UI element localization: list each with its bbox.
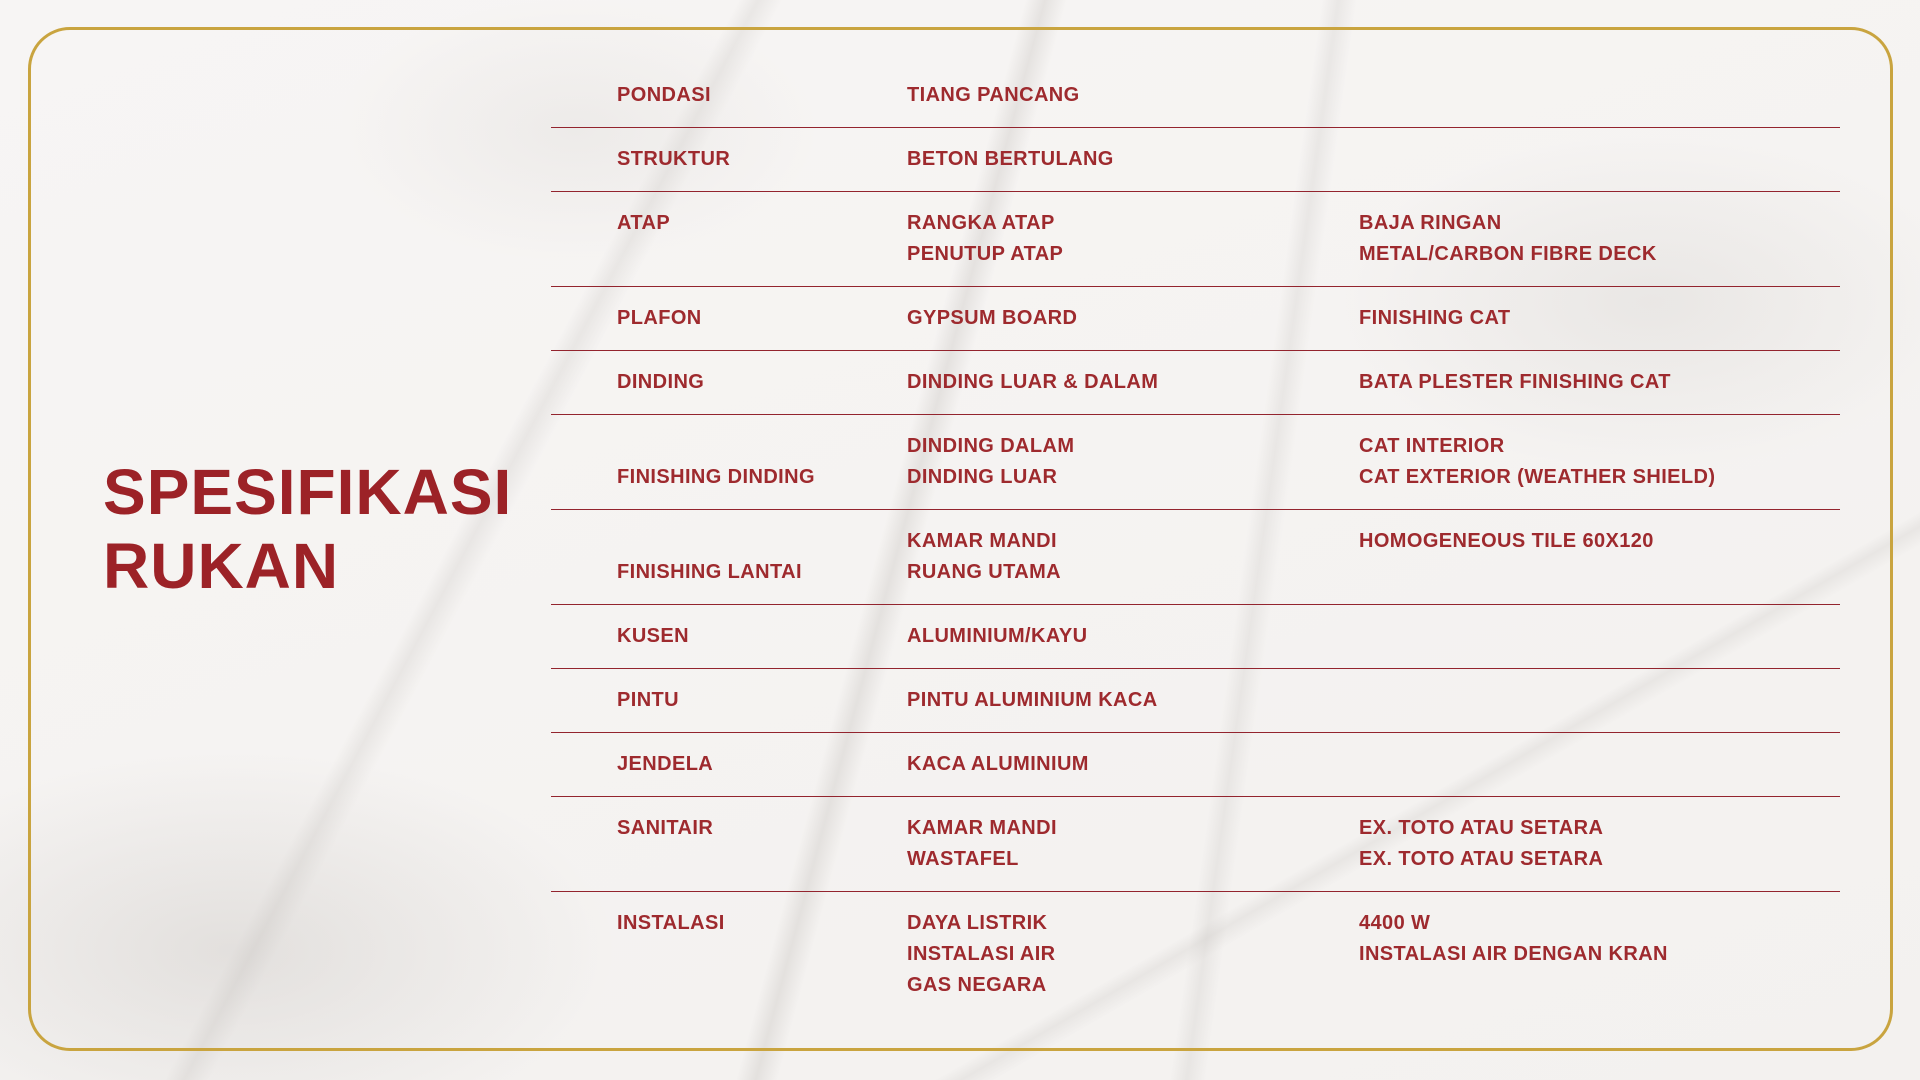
spec-category-label: SANITAIR: [617, 797, 907, 891]
spec-value-line: EX. TOTO ATAU SETARA: [1359, 817, 1604, 839]
table-row: PINTU PINTU ALUMINIUM KACA: [551, 669, 1840, 733]
spec-category-text: KUSEN: [617, 625, 690, 647]
spec-value-line: CAT INTERIOR: [1359, 435, 1505, 457]
spec-category-text: FINISHING LANTAI: [617, 561, 802, 583]
spec-category-text: PONDASI: [617, 84, 711, 106]
spec-value-line: INSTALASI AIR DENGAN KRAN: [1359, 943, 1668, 965]
table-row: DINDING DINDING LUAR & DALAM BATA PLESTE…: [551, 351, 1840, 415]
spec-item-line: DINDING DALAM: [907, 435, 1075, 457]
spec-values: [1359, 64, 1840, 127]
spec-category-text: PLAFON: [617, 307, 702, 329]
spec-items: PINTU ALUMINIUM KACA: [907, 669, 1359, 732]
spec-items: ALUMINIUM/KAYU: [907, 605, 1359, 668]
spec-value-line: CAT EXTERIOR (WEATHER SHIELD): [1359, 466, 1716, 488]
spec-items: BETON BERTULANG: [907, 128, 1359, 191]
table-row: KUSEN ALUMINIUM/KAYU: [551, 605, 1840, 669]
spec-table: PONDASI TIANG PANCANG STRUKTUR BETON BER…: [551, 64, 1840, 1017]
spec-category-text: SANITAIR: [617, 817, 714, 839]
table-row: JENDELA KACA ALUMINIUM: [551, 733, 1840, 797]
spec-items: GYPSUM BOARD: [907, 287, 1359, 350]
spec-item-line: PINTU ALUMINIUM KACA: [907, 689, 1158, 711]
spec-items: DINDING DALAM DINDING LUAR: [907, 415, 1359, 509]
spec-category-text: STRUKTUR: [617, 148, 731, 170]
spec-category-text: JENDELA: [617, 753, 714, 775]
spec-values: CAT INTERIOR CAT EXTERIOR (WEATHER SHIELD…: [1359, 415, 1840, 509]
spec-value-line: EX. TOTO ATAU SETARA: [1359, 848, 1604, 870]
spec-items: DINDING LUAR & DALAM: [907, 351, 1359, 414]
spec-items: RANGKA ATAP PENUTUP ATAP: [907, 192, 1359, 286]
spec-item-line: PENUTUP ATAP: [907, 243, 1064, 265]
spec-item-line: WASTAFEL: [907, 848, 1019, 870]
spec-item-line: BETON BERTULANG: [907, 148, 1114, 170]
spec-category-label: STRUKTUR: [617, 128, 907, 191]
spec-values: [1359, 733, 1840, 796]
table-row: FINISHING LANTAI KAMAR MANDI RUANG UTAMA …: [551, 510, 1840, 605]
spec-items: TIANG PANCANG: [907, 64, 1359, 127]
spec-value-line: METAL/CARBON FIBRE DECK: [1359, 243, 1657, 265]
spec-values: HOMOGENEOUS TILE 60X120: [1359, 510, 1840, 604]
table-row: PLAFON GYPSUM BOARD FINISHING CAT: [551, 287, 1840, 351]
spec-item-line: GAS NEGARA: [907, 974, 1047, 996]
spec-category-text: ATAP: [617, 212, 671, 234]
spec-category-label: INSTALASI: [617, 892, 907, 1017]
spec-value-line: BATA PLESTER FINISHING CAT: [1359, 371, 1671, 393]
table-row: SANITAIR KAMAR MANDI WASTAFEL EX. TOTO AT…: [551, 797, 1840, 892]
spec-items: KAMAR MANDI RUANG UTAMA: [907, 510, 1359, 604]
spec-values: 4400 W INSTALASI AIR DENGAN KRAN: [1359, 892, 1840, 1017]
spec-item-line: DINDING LUAR: [907, 466, 1058, 488]
spec-category-label: KUSEN: [617, 605, 907, 668]
spec-values: [1359, 128, 1840, 191]
table-row: STRUKTUR BETON BERTULANG: [551, 128, 1840, 192]
spec-item-line: TIANG PANCANG: [907, 84, 1080, 106]
page-title: SPESIFIKASI RUKAN: [103, 455, 512, 603]
page-title-line1: SPESIFIKASI: [103, 456, 513, 528]
spec-category-text: INSTALASI: [617, 912, 725, 934]
spec-items: DAYA LISTRIK INSTALASI AIR GAS NEGARA: [907, 892, 1359, 1017]
spec-values: FINISHING CAT: [1359, 287, 1840, 350]
spec-item-line: ALUMINIUM/KAYU: [907, 625, 1088, 647]
spec-category-label: PINTU: [617, 669, 907, 732]
spec-value-line: BAJA RINGAN: [1359, 212, 1502, 234]
table-row: INSTALASI DAYA LISTRIK INSTALASI AIR GAS N…: [551, 892, 1840, 1017]
table-row: ATAP RANGKA ATAP PENUTUP ATAP BAJA RINGAN…: [551, 192, 1840, 287]
spec-values: EX. TOTO ATAU SETARA EX. TOTO ATAU SETARA: [1359, 797, 1840, 891]
spec-category-label: DINDING: [617, 351, 907, 414]
spec-category-label: PLAFON: [617, 287, 907, 350]
spec-value-line: 4400 W: [1359, 912, 1431, 934]
spec-values: [1359, 605, 1840, 668]
spec-items: KACA ALUMINIUM: [907, 733, 1359, 796]
spec-category-label: FINISHING DINDING: [617, 415, 907, 509]
spec-category-label: PONDASI: [617, 64, 907, 127]
spec-item-line: RUANG UTAMA: [907, 561, 1062, 583]
page-title-line2: RUKAN: [103, 530, 340, 602]
spec-item-line: KAMAR MANDI: [907, 530, 1057, 552]
spec-item-line: KAMAR MANDI: [907, 817, 1057, 839]
spec-category-text: PINTU: [617, 689, 679, 711]
spec-category-label: JENDELA: [617, 733, 907, 796]
spec-item-line: DAYA LISTRIK: [907, 912, 1048, 934]
table-row: PONDASI TIANG PANCANG: [551, 64, 1840, 128]
spec-values: BATA PLESTER FINISHING CAT: [1359, 351, 1840, 414]
spec-category-text: FINISHING DINDING: [617, 466, 815, 488]
spec-values: BAJA RINGAN METAL/CARBON FIBRE DECK: [1359, 192, 1840, 286]
spec-category-label: FINISHING LANTAI: [617, 510, 907, 604]
spec-item-line: INSTALASI AIR: [907, 943, 1056, 965]
spec-item-line: GYPSUM BOARD: [907, 307, 1078, 329]
spec-item-line: DINDING LUAR & DALAM: [907, 371, 1159, 393]
table-row: FINISHING DINDING DINDING DALAM DINDING L…: [551, 415, 1840, 510]
spec-items: KAMAR MANDI WASTAFEL: [907, 797, 1359, 891]
spec-values: [1359, 669, 1840, 732]
spec-value-line: HOMOGENEOUS TILE 60X120: [1359, 530, 1654, 552]
spec-category-text: DINDING: [617, 371, 705, 393]
spec-value-line: FINISHING CAT: [1359, 307, 1511, 329]
spec-item-line: KACA ALUMINIUM: [907, 753, 1089, 775]
spec-category-label: ATAP: [617, 192, 907, 286]
spec-item-line: RANGKA ATAP: [907, 212, 1055, 234]
